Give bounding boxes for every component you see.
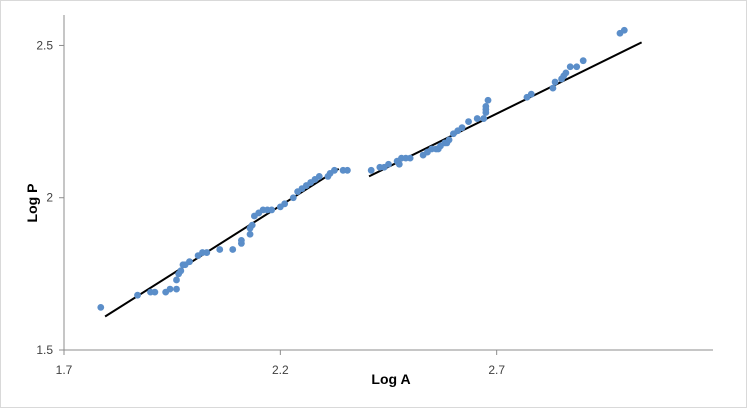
data-point (480, 115, 488, 122)
data-point (173, 285, 180, 293)
data-point (186, 258, 193, 266)
trend-line (368, 41, 643, 178)
data-point (579, 57, 587, 65)
ticks-layer: 1.7 2.2 2.7 1.5 2 2.5 (36, 38, 505, 377)
data-point (229, 246, 237, 253)
trend-lines (104, 41, 643, 318)
data-point (216, 246, 224, 253)
y-tick-label: 1.5 (36, 343, 53, 357)
y-tick-label: 2 (46, 191, 53, 205)
data-point (406, 154, 414, 162)
data-point (97, 303, 105, 311)
data-point (395, 160, 403, 168)
data-point (549, 84, 557, 92)
data-point (573, 63, 581, 71)
data-point (465, 118, 472, 125)
data-point (151, 288, 159, 296)
data-point (367, 166, 375, 174)
axes (63, 15, 713, 351)
data-point (445, 136, 453, 144)
data-point (473, 115, 481, 122)
data-point (566, 63, 574, 71)
data-point (331, 166, 338, 174)
data-point (562, 69, 570, 77)
data-point (237, 236, 245, 244)
data-point (289, 194, 297, 202)
data-point (248, 221, 256, 229)
data-point (551, 78, 559, 86)
data-point (134, 291, 141, 299)
x-tick-label: 2.2 (272, 363, 289, 377)
data-point (246, 230, 254, 238)
x-axis-title: Log A (371, 371, 410, 387)
data-point (268, 206, 276, 214)
data-point (173, 276, 180, 284)
data-point (482, 102, 490, 110)
data-point (166, 285, 174, 293)
y-tick-label: 2.5 (36, 38, 53, 52)
data-points (97, 26, 628, 311)
data-point (385, 160, 392, 168)
data-point (203, 249, 211, 256)
data-point (315, 173, 323, 180)
data-point (343, 166, 351, 174)
y-axis-title: Log P (24, 184, 40, 223)
x-tick-label: 1.7 (56, 363, 73, 377)
data-point (484, 96, 492, 104)
x-tick-label: 2.7 (488, 363, 505, 377)
data-point (527, 90, 535, 98)
data-point (281, 200, 289, 208)
data-point (620, 26, 628, 34)
data-point (177, 267, 185, 275)
data-point (458, 124, 466, 132)
